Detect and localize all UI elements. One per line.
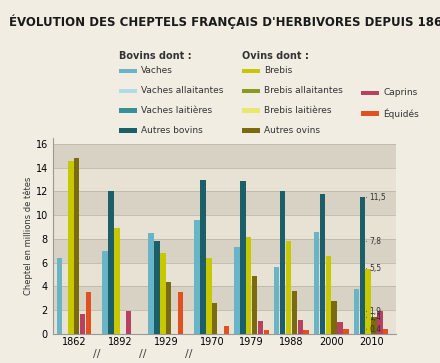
Bar [234, 247, 240, 334]
Text: Ovins dont :: Ovins dont : [242, 51, 309, 61]
Bar [264, 330, 269, 334]
Text: //: // [139, 350, 147, 359]
FancyBboxPatch shape [242, 109, 260, 113]
Bar [331, 301, 337, 334]
Bar [53, 168, 396, 191]
Bar [53, 144, 396, 168]
Bar [258, 321, 263, 334]
Bar [320, 194, 325, 334]
Bar [194, 220, 200, 334]
FancyBboxPatch shape [119, 109, 136, 113]
Bar [252, 276, 257, 334]
Text: Brebis: Brebis [264, 66, 293, 76]
Bar [56, 258, 62, 334]
Text: 0,4: 0,4 [370, 325, 382, 334]
Bar [326, 256, 331, 334]
Text: Autres bovins: Autres bovins [141, 126, 203, 135]
Bar [354, 289, 359, 334]
Bar [68, 160, 73, 334]
FancyBboxPatch shape [361, 111, 378, 115]
Bar [74, 158, 80, 334]
Y-axis label: Cheptel en millions de têtes: Cheptel en millions de têtes [23, 177, 33, 295]
Bar [160, 253, 165, 334]
Bar [383, 329, 389, 334]
Text: Équidés: Équidés [383, 108, 419, 119]
FancyBboxPatch shape [119, 128, 136, 132]
Text: Caprins: Caprins [383, 88, 417, 97]
Bar [343, 329, 348, 334]
Bar [292, 291, 297, 334]
Bar [53, 191, 396, 215]
Bar [148, 233, 154, 334]
Bar [103, 251, 108, 334]
Bar [371, 317, 377, 334]
Bar [108, 191, 114, 334]
Text: 11,5: 11,5 [370, 193, 386, 202]
Bar [366, 269, 371, 334]
Bar [114, 228, 120, 334]
Text: Brebis laitières: Brebis laitières [264, 106, 332, 115]
Text: Vaches allaitantes: Vaches allaitantes [141, 86, 224, 95]
FancyBboxPatch shape [119, 69, 136, 73]
Bar [280, 191, 286, 334]
Text: ÉVOLUTION DES CHEPTELS FRANÇAIS D'HERBIVORES DEPUIS 1862: ÉVOLUTION DES CHEPTELS FRANÇAIS D'HERBIV… [9, 15, 440, 29]
Text: Bovins dont :: Bovins dont : [119, 51, 191, 61]
Bar [224, 326, 229, 334]
Text: 1,9: 1,9 [370, 307, 381, 316]
Text: Vaches laitières: Vaches laitières [141, 106, 212, 115]
Text: Vaches: Vaches [141, 66, 173, 76]
Bar [246, 237, 251, 334]
Bar [53, 310, 396, 334]
Bar [206, 258, 212, 334]
Text: 1,4: 1,4 [370, 313, 381, 322]
Bar [86, 292, 91, 334]
Bar [286, 241, 291, 334]
Bar [200, 180, 206, 334]
Text: 7,8: 7,8 [370, 237, 381, 246]
Bar [359, 197, 365, 334]
Bar [212, 303, 217, 334]
FancyBboxPatch shape [242, 69, 260, 73]
Text: //: // [185, 350, 193, 359]
Bar [337, 322, 343, 334]
Text: Autres ovins: Autres ovins [264, 126, 320, 135]
Bar [53, 286, 396, 310]
Bar [154, 241, 160, 334]
Bar [297, 320, 303, 334]
Bar [126, 311, 132, 334]
Bar [274, 268, 279, 334]
Bar [166, 282, 172, 334]
Bar [178, 292, 183, 334]
FancyBboxPatch shape [242, 89, 260, 93]
Text: Brebis allaitantes: Brebis allaitantes [264, 86, 343, 95]
Bar [53, 215, 396, 239]
Bar [377, 311, 382, 334]
Bar [80, 314, 85, 334]
Text: 5,5: 5,5 [370, 264, 382, 273]
Bar [304, 330, 309, 334]
Bar [53, 263, 396, 286]
Text: //: // [93, 350, 101, 359]
FancyBboxPatch shape [242, 128, 260, 132]
FancyBboxPatch shape [119, 89, 136, 93]
Bar [53, 239, 396, 263]
FancyBboxPatch shape [361, 90, 378, 95]
Bar [314, 232, 319, 334]
Bar [240, 181, 246, 334]
